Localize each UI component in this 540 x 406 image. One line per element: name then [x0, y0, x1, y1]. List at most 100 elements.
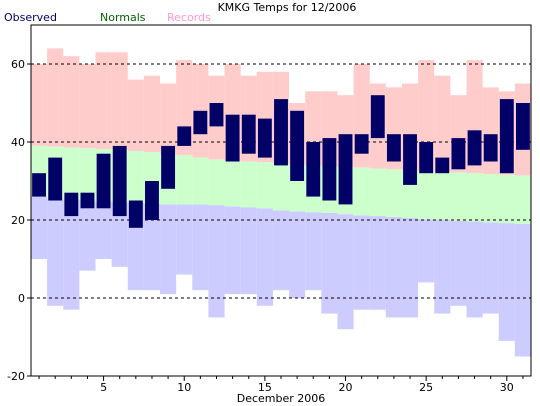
normal-range-bar: [482, 173, 499, 223]
observed-bar: [145, 181, 159, 220]
observed-bar: [499, 99, 514, 174]
y-axis-ticks: -20 0 20 40 60: [7, 58, 31, 383]
record-high-bar: [127, 79, 144, 151]
observed-bar: [403, 134, 417, 185]
chart-title: KMKG Temps for 12/2006: [218, 1, 357, 14]
observed-bar: [306, 142, 321, 197]
record-low-bar: [498, 223, 515, 341]
normal-range-bar: [466, 173, 483, 222]
record-low-bar: [95, 201, 112, 259]
observed-bar: [112, 145, 127, 217]
normal-range-bar: [256, 162, 273, 209]
normal-range-bar: [127, 150, 144, 203]
y-tick-label: 40: [11, 136, 25, 149]
normal-range-bar: [498, 174, 515, 224]
y-tick-label: 20: [11, 214, 25, 227]
observed-bar: [241, 114, 256, 154]
record-low-bar: [224, 206, 241, 295]
observed-bar: [354, 134, 369, 154]
legend-entry-observed: Observed: [4, 11, 57, 24]
observed-bar: [370, 95, 385, 139]
observed-bar: [290, 110, 305, 181]
record-high-bar: [79, 64, 96, 149]
legend: Observed Normals Records: [4, 11, 211, 24]
record-low-bar: [418, 219, 435, 283]
observed-bar: [209, 103, 224, 127]
x-tick-label: 20: [339, 381, 353, 394]
record-low-bar: [143, 203, 161, 291]
observed-bar: [386, 134, 401, 162]
x-axis-label: December 2006: [237, 392, 326, 405]
observed-bar: [419, 142, 434, 174]
observed-bar: [225, 114, 240, 162]
record-low-bar: [240, 207, 257, 295]
record-high-bar: [143, 75, 161, 153]
grid-lines: [31, 63, 531, 299]
observed-bar: [96, 153, 111, 209]
normal-range-bar: [385, 169, 402, 217]
normal-range-bar: [240, 161, 257, 208]
observed-bar: [322, 138, 337, 201]
normal-range-bar: [434, 171, 451, 220]
record-high-bar: [111, 52, 128, 150]
x-tick-label: 10: [177, 381, 191, 394]
x-axis-ticks: 5 10 15 20 25 30: [38, 376, 524, 394]
record-low-bar: [63, 199, 80, 310]
observed-bar: [257, 118, 272, 158]
record-low-bar: [337, 214, 354, 330]
record-low-bar: [353, 215, 370, 310]
record-low-bar: [176, 204, 193, 275]
observed-bar: [451, 138, 466, 170]
record-low-bar: [450, 220, 467, 306]
observed-bar: [193, 110, 208, 135]
record-low-bar: [79, 200, 96, 271]
observed-bar: [64, 192, 79, 217]
observed-bar: [274, 99, 288, 166]
record-high-bar: [31, 64, 48, 146]
observed-bar: [32, 173, 46, 197]
record-low-bar: [305, 212, 322, 291]
x-tick-label: 5: [100, 381, 107, 394]
observed-bar: [467, 130, 482, 166]
record-low-bar: [385, 216, 402, 318]
record-high-bar: [160, 83, 177, 154]
record-low-bar: [434, 220, 451, 314]
observed-bar: [483, 134, 498, 162]
record-low-bar: [192, 204, 209, 291]
normal-range-bar: [353, 167, 370, 216]
legend-entry-records: Records: [167, 11, 211, 24]
record-high-bar: [47, 48, 64, 147]
normal-range-bar: [272, 163, 290, 211]
y-tick-label: 0: [18, 292, 25, 305]
observed-bars: [32, 95, 530, 228]
record-low-bar: [401, 218, 419, 318]
y-tick-label: 60: [11, 58, 25, 71]
x-tick-label: 25: [419, 381, 433, 394]
record-low-bar: [272, 210, 290, 291]
record-low-bar: [31, 196, 48, 259]
record-low-bar: [321, 212, 338, 314]
record-high-bar: [95, 52, 112, 150]
record-high-bar: [63, 56, 80, 148]
normal-range-bar: [192, 157, 209, 205]
record-low-bar: [466, 221, 483, 318]
record-low-bar: [111, 202, 128, 267]
normal-range-bar: [450, 172, 467, 221]
normal-range-bar: [514, 175, 531, 224]
y-tick-label: -20: [7, 370, 25, 383]
observed-bar: [80, 192, 95, 209]
normal-range-bar: [369, 168, 386, 217]
normal-range-bar: [224, 160, 241, 207]
record-low-bar: [47, 198, 64, 306]
legend-entry-normals: Normals: [100, 11, 146, 24]
record-low-bar: [482, 222, 499, 314]
record-low-bar: [256, 208, 273, 306]
normal-range-bar: [63, 147, 80, 200]
observed-bar: [516, 103, 530, 150]
record-high-bar: [434, 75, 451, 172]
record-low-bar: [514, 223, 531, 357]
record-low-bar: [208, 205, 225, 318]
observed-bar: [435, 157, 450, 174]
x-tick-label: 30: [500, 381, 514, 394]
